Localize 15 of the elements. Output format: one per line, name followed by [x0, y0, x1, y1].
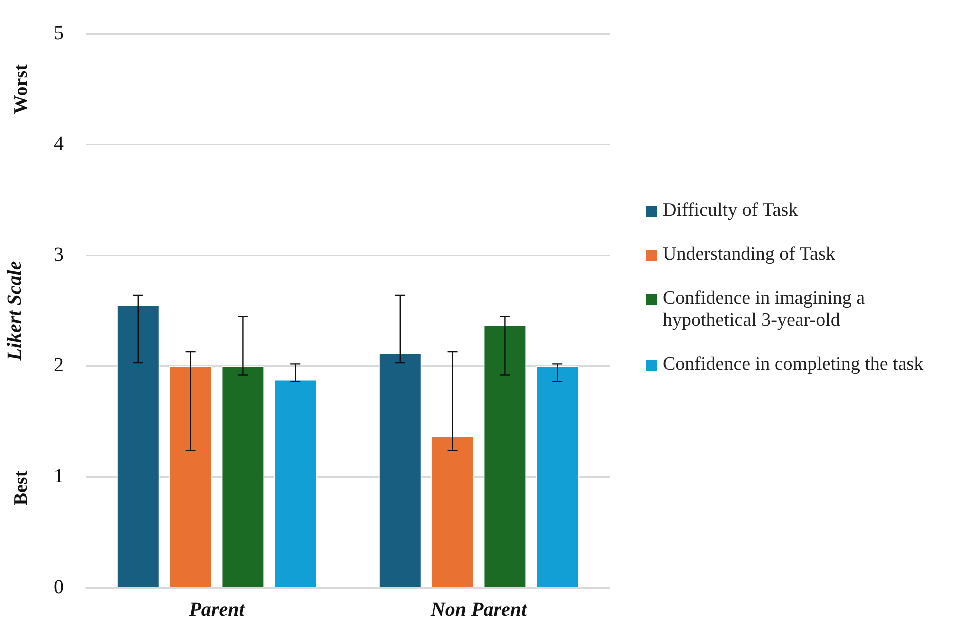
- x-tick-label: Non Parent: [430, 599, 529, 622]
- y-tick-label: 3: [54, 244, 64, 266]
- y-axis-title: Likert Scale: [4, 261, 26, 362]
- legend-label: Confidence in imagining a hypothetical 3-year-old: [663, 288, 866, 332]
- y-tick-label: 1: [54, 465, 64, 488]
- legend-label: Understanding of Task: [663, 244, 836, 266]
- y-tick-label: 5: [54, 22, 64, 44]
- y-tick-label: 2: [54, 354, 64, 377]
- legend-label: Confidence in completing the task: [663, 354, 924, 376]
- text: Best: [10, 470, 32, 506]
- legend-label: Difficulty of Task: [663, 200, 798, 222]
- y-tick-label: 4: [54, 133, 64, 156]
- x-tick-label: Parent: [188, 599, 246, 622]
- y-tick-label: 0: [54, 576, 64, 598]
- text: Worst: [10, 64, 32, 114]
